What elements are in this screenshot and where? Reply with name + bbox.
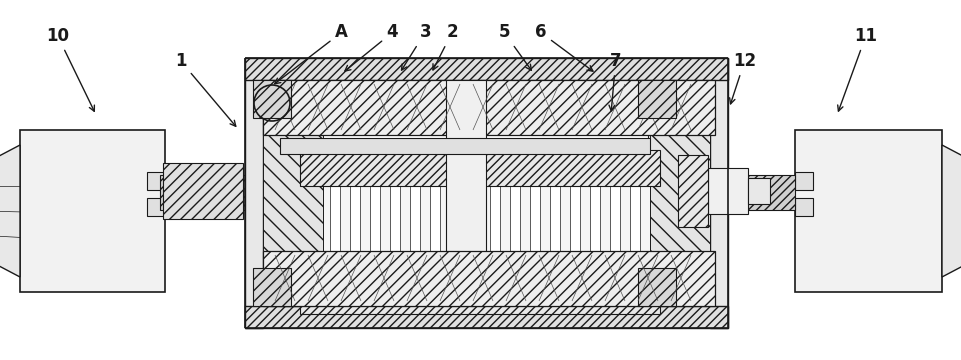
Bar bbox=[500, 186, 509, 313]
Text: 1: 1 bbox=[175, 52, 235, 126]
Bar bbox=[380, 186, 389, 313]
Bar bbox=[245, 306, 727, 328]
Bar bbox=[637, 268, 676, 306]
Bar bbox=[439, 186, 450, 313]
Text: 4: 4 bbox=[344, 23, 398, 71]
Bar bbox=[300, 150, 659, 186]
Bar bbox=[359, 186, 370, 313]
Bar bbox=[559, 186, 570, 313]
Text: 12: 12 bbox=[728, 52, 755, 104]
Bar bbox=[280, 290, 650, 306]
Bar bbox=[160, 175, 245, 210]
Text: 6: 6 bbox=[534, 23, 592, 71]
Text: A: A bbox=[275, 23, 348, 84]
Text: 3: 3 bbox=[401, 23, 431, 70]
Bar bbox=[320, 186, 330, 313]
Bar bbox=[520, 186, 530, 313]
Bar bbox=[262, 80, 714, 135]
Text: 10: 10 bbox=[46, 27, 94, 111]
Polygon shape bbox=[0, 145, 20, 277]
Bar bbox=[637, 80, 676, 118]
Text: 7: 7 bbox=[608, 52, 621, 111]
Bar bbox=[794, 172, 812, 190]
Bar bbox=[709, 58, 727, 328]
Bar bbox=[459, 186, 470, 313]
Bar bbox=[20, 130, 165, 292]
Bar bbox=[339, 186, 350, 313]
Bar bbox=[748, 178, 769, 204]
Bar bbox=[253, 268, 290, 306]
Bar bbox=[794, 198, 812, 216]
Bar bbox=[648, 80, 662, 280]
Bar bbox=[727, 175, 794, 210]
Bar bbox=[619, 186, 629, 313]
Bar bbox=[262, 80, 323, 306]
Text: 11: 11 bbox=[837, 27, 876, 111]
Bar bbox=[678, 155, 707, 227]
Bar bbox=[420, 186, 430, 313]
Bar bbox=[162, 163, 243, 219]
Bar bbox=[262, 251, 714, 306]
Text: 5: 5 bbox=[498, 23, 530, 70]
Bar bbox=[268, 80, 283, 280]
Bar bbox=[446, 80, 485, 306]
Polygon shape bbox=[941, 145, 961, 277]
Bar bbox=[794, 130, 941, 292]
Bar bbox=[280, 138, 650, 154]
Bar bbox=[600, 186, 609, 313]
Bar bbox=[650, 80, 709, 306]
Bar bbox=[707, 168, 748, 214]
Text: 2: 2 bbox=[432, 23, 457, 70]
Bar bbox=[300, 278, 659, 314]
Bar bbox=[480, 186, 489, 313]
Bar bbox=[147, 172, 165, 190]
Bar bbox=[245, 58, 262, 328]
Bar bbox=[253, 80, 290, 118]
Bar bbox=[147, 198, 165, 216]
Bar bbox=[245, 58, 727, 80]
Bar bbox=[400, 186, 409, 313]
Bar bbox=[639, 186, 650, 313]
Bar bbox=[579, 186, 589, 313]
Bar bbox=[539, 186, 550, 313]
